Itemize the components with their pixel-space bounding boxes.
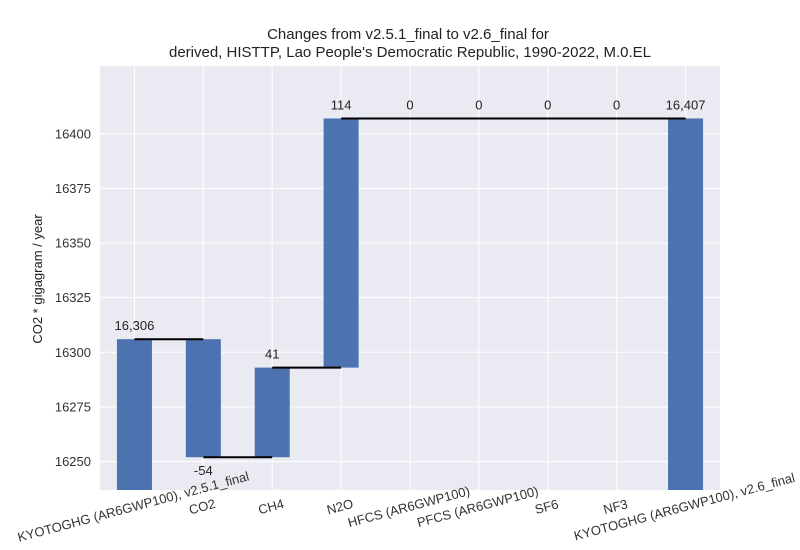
bar (254, 367, 290, 458)
y-tick-label: 16275 (55, 399, 91, 414)
bar (668, 118, 704, 490)
bar (323, 118, 359, 368)
y-tick-labels: 16250 16275 16300 16325 16350 16375 16400 (55, 126, 91, 469)
y-tick-label: 16400 (55, 126, 91, 141)
connector-lines (134, 117, 686, 459)
bar (116, 339, 152, 490)
x-tick-label: N2O (325, 496, 355, 517)
data-label: 41 (265, 347, 279, 362)
data-label: 0 (613, 97, 620, 112)
chart-title-line-2: derived, HISTTP, Lao People's Democratic… (169, 44, 651, 61)
x-tick-label: CH4 (257, 496, 286, 517)
data-label: 16,306 (115, 318, 155, 333)
y-tick-label: 16325 (55, 290, 91, 305)
data-label: 0 (406, 97, 413, 112)
x-tick-label: SF6 (533, 496, 560, 517)
bar (185, 339, 221, 458)
data-label: -54 (194, 463, 213, 478)
y-tick-label: 16300 (55, 345, 91, 360)
data-label: 16,407 (666, 97, 706, 112)
bars (116, 118, 704, 490)
y-tick-label: 16350 (55, 236, 91, 251)
chart-title-line-1: Changes from v2.5.1_final to v2.6_final … (267, 26, 549, 43)
data-labels: 16,306 -54 41 114 0 0 0 0 16,407 (115, 97, 706, 478)
x-tick-label: NF3 (602, 496, 630, 517)
y-tick-label: 16250 (55, 454, 91, 469)
y-tick-label: 16375 (55, 181, 91, 196)
data-label: 0 (544, 97, 551, 112)
x-tick-label: CO2 (187, 496, 217, 517)
data-label: 0 (475, 97, 482, 112)
data-label: 114 (331, 97, 352, 112)
y-axis-label: CO2 * gigagram / year (30, 214, 45, 344)
